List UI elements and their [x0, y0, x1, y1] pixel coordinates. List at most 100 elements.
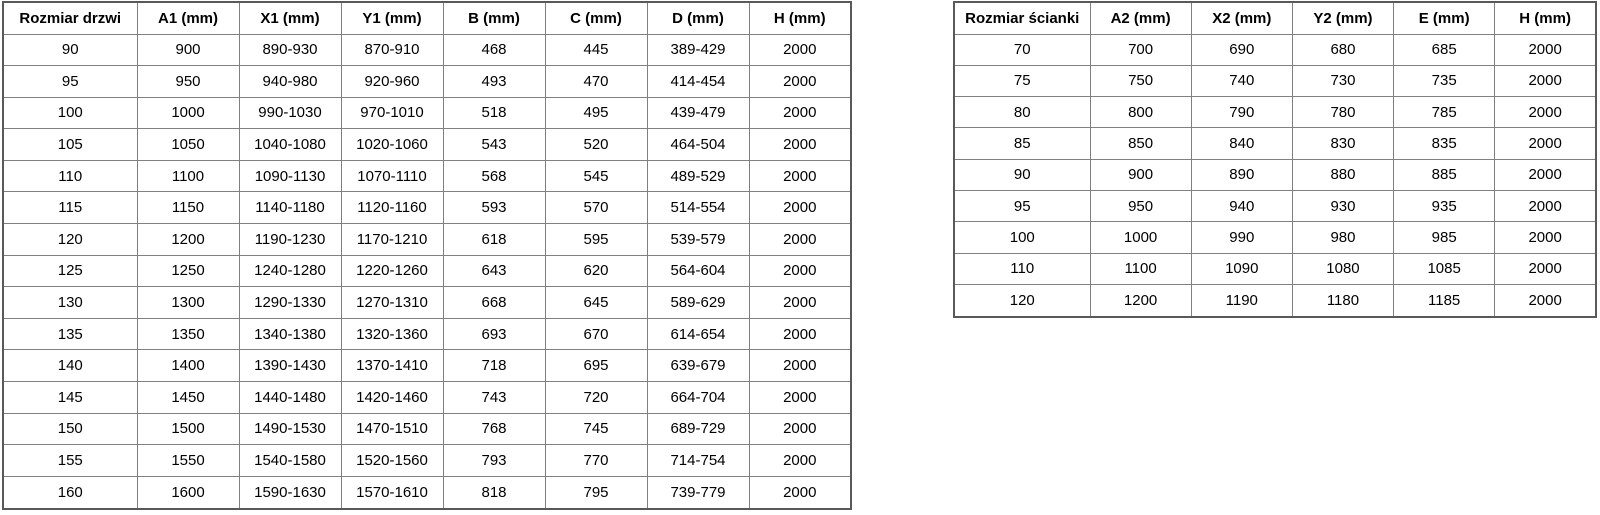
- table-cell: 720: [544, 381, 648, 414]
- table-cell: 1150: [136, 191, 240, 225]
- table-cell: 689-729: [646, 412, 750, 446]
- table-cell: 1240-1280: [238, 254, 342, 288]
- table-cell: 150: [2, 412, 138, 446]
- table-cell: 100: [953, 221, 1091, 254]
- table-cell: 140: [2, 349, 138, 383]
- table-cell: 770: [544, 444, 648, 477]
- table-cell: 700: [1089, 33, 1192, 66]
- table-cell: 1120-1160: [340, 191, 444, 225]
- table-cell: 785: [1393, 96, 1496, 129]
- table-cell: 2000: [748, 96, 852, 130]
- table-cell: 1270-1310: [340, 286, 444, 319]
- table-cell: 1180: [1291, 284, 1395, 318]
- table-cell: 1540-1580: [238, 444, 342, 477]
- table-row: 95 950 940 930 935 2000: [953, 190, 1597, 223]
- table-cell: 870-910: [340, 33, 444, 67]
- table-cell: 780: [1291, 96, 1395, 129]
- table-cell: 1500: [136, 412, 240, 446]
- table-cell: 639-679: [646, 349, 750, 383]
- table-cell: 2000: [748, 381, 852, 414]
- table-cell: 445: [544, 33, 648, 67]
- table-cell: 850: [1089, 127, 1192, 160]
- table-cell: 1100: [136, 159, 240, 193]
- table-cell: 2000: [1494, 64, 1597, 98]
- table-cell: 468: [442, 33, 546, 67]
- table-cell: 125: [2, 254, 138, 288]
- table-cell: 950: [1089, 190, 1192, 223]
- table-cell: 1080: [1291, 252, 1395, 286]
- table-cell: 643: [442, 254, 546, 288]
- table-cell: 130: [2, 286, 138, 319]
- column-header: E (mm): [1393, 1, 1496, 35]
- table-cell: 750: [1089, 64, 1192, 98]
- table-cell: 2000: [748, 159, 852, 193]
- table-cell: 718: [442, 349, 546, 383]
- table-cell: 155: [2, 444, 138, 477]
- table-cell: 2000: [748, 412, 852, 446]
- table-cell: 70: [953, 33, 1091, 66]
- column-header: X1 (mm): [238, 1, 342, 35]
- table-cell: 620: [544, 254, 648, 288]
- table-row: 70 700 690 680 685 2000: [953, 33, 1597, 66]
- table-cell: 495: [544, 96, 648, 130]
- table-cell: 1570-1610: [340, 475, 444, 510]
- table-cell: 1420-1460: [340, 381, 444, 414]
- table-cell: 520: [544, 128, 648, 161]
- table-cell: 115: [2, 191, 138, 225]
- table-cell: 818: [442, 475, 546, 510]
- table-cell: 389-429: [646, 33, 750, 67]
- table-cell: 739-779: [646, 475, 750, 510]
- table-cell: 518: [442, 96, 546, 130]
- table-cell: 970-1010: [340, 96, 444, 130]
- table-cell: 890: [1190, 158, 1293, 192]
- table-cell: 1170-1210: [340, 223, 444, 256]
- table-cell: 1190-1230: [238, 223, 342, 256]
- table-cell: 2000: [1494, 252, 1597, 286]
- table-cell: 489-529: [646, 159, 750, 193]
- table-cell: 80: [953, 96, 1091, 129]
- table-cell: 545: [544, 159, 648, 193]
- table-cell: 120: [2, 223, 138, 256]
- table-cell: 614-654: [646, 317, 750, 351]
- table-cell: 2000: [748, 223, 852, 256]
- table-cell: 1340-1380: [238, 317, 342, 351]
- table-cell: 2000: [748, 349, 852, 383]
- table-cell: 2000: [1494, 158, 1597, 192]
- table-cell: 1450: [136, 381, 240, 414]
- table-cell: 135: [2, 317, 138, 351]
- table-cell: 840: [1190, 127, 1293, 160]
- table-cell: 693: [442, 317, 546, 351]
- table-cell: 1600: [136, 475, 240, 510]
- table-cell: 695: [544, 349, 648, 383]
- table-cell: 1200: [136, 223, 240, 256]
- table-cell: 2000: [1494, 96, 1597, 129]
- column-header: C (mm): [544, 1, 648, 35]
- table-row: 135 1350 1340-1380 1320-1360 693 670 614-654 20…: [2, 317, 852, 351]
- table-cell: 685: [1393, 33, 1496, 66]
- table-row: 130 1300 1290-1330 1270-1310 668 645 589-629 20…: [2, 286, 852, 319]
- table-cell: 1400: [136, 349, 240, 383]
- table-cell: 745: [544, 412, 648, 446]
- table-cell: 830: [1291, 127, 1395, 160]
- table-cell: 568: [442, 159, 546, 193]
- table-cell: 1040-1080: [238, 128, 342, 161]
- table-row: 95 950 940-980 920-960 493 470 414-454 2000: [2, 65, 852, 98]
- table-cell: 885: [1393, 158, 1496, 192]
- table-cell: 1070-1110: [340, 159, 444, 193]
- table-cell: 940-980: [238, 65, 342, 98]
- table-row: 145 1450 1440-1480 1420-1460 743 720 664-704 20…: [2, 381, 852, 414]
- header-row: Rozmiar ścianki A2 (mm) X2 (mm) Y2 (mm) E (m…: [953, 1, 1597, 35]
- table-cell: 2000: [1494, 221, 1597, 254]
- table-cell: 570: [544, 191, 648, 225]
- door-size-table: Rozmiar drzwi A1 (mm) X1 (mm) Y1 (mm) B (mm)…: [2, 1, 852, 510]
- table-row: 90 900 890 880 885 2000: [953, 158, 1597, 192]
- table-cell: 2000: [748, 317, 852, 351]
- table-cell: 950: [136, 65, 240, 98]
- wall-size-table: Rozmiar ścianki A2 (mm) X2 (mm) Y2 (mm) E (m…: [953, 1, 1597, 318]
- table-cell: 110: [2, 159, 138, 193]
- table-row: 120 1200 1190-1230 1170-1210 618 595 539-579 20…: [2, 223, 852, 256]
- table-cell: 90: [2, 33, 138, 67]
- table-cell: 1550: [136, 444, 240, 477]
- table-cell: 730: [1291, 64, 1395, 98]
- table-row: 110 1100 1090-1130 1070-1110 568 545 489-529 20…: [2, 159, 852, 193]
